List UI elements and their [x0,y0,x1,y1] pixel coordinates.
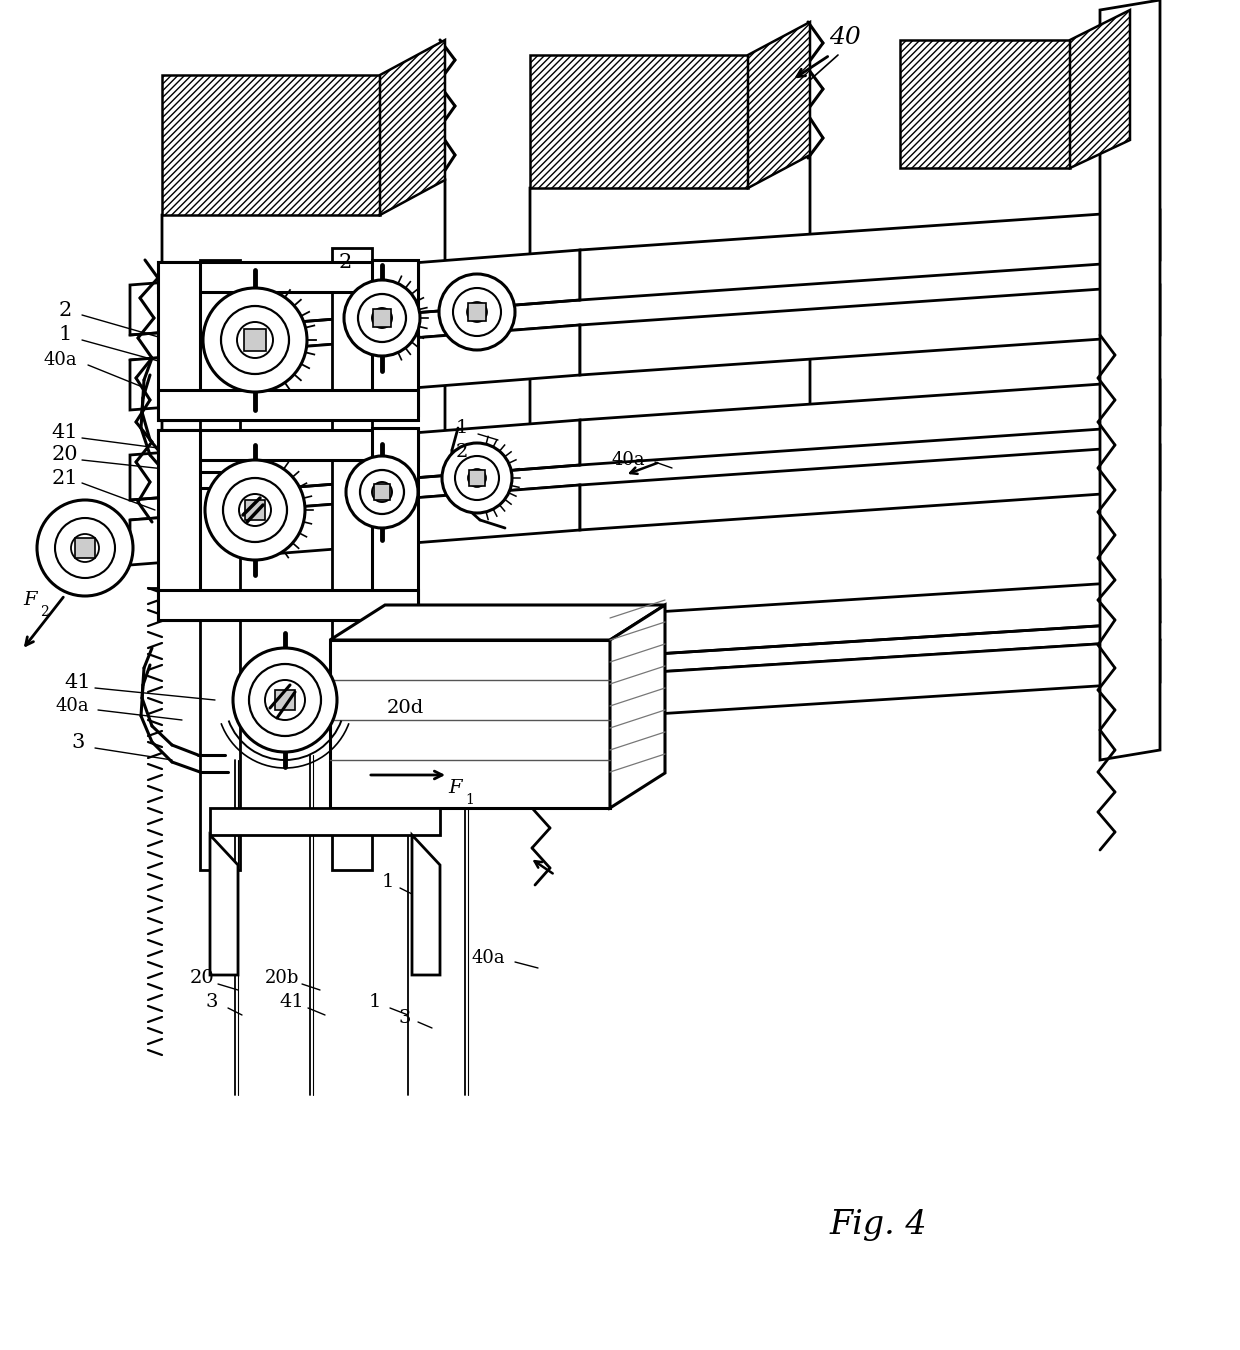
Circle shape [372,482,392,502]
Polygon shape [157,262,418,292]
Circle shape [455,456,498,500]
Text: 3: 3 [399,1008,412,1027]
Circle shape [37,500,133,595]
Polygon shape [130,485,580,566]
Circle shape [71,535,99,562]
Circle shape [203,288,308,392]
Text: 1: 1 [382,873,394,891]
Circle shape [239,494,272,526]
Polygon shape [157,431,200,620]
Circle shape [233,648,337,752]
Text: F: F [24,591,37,609]
Text: 2: 2 [339,252,352,271]
Circle shape [223,478,286,541]
Polygon shape [210,836,238,975]
Text: 40a: 40a [43,351,77,369]
Polygon shape [580,446,1159,531]
Text: 1: 1 [456,418,469,437]
Polygon shape [467,302,486,321]
Polygon shape [157,431,418,460]
Polygon shape [379,40,445,215]
Polygon shape [130,250,580,335]
Polygon shape [330,640,610,809]
Text: 41: 41 [52,423,78,441]
Text: 40a: 40a [56,697,89,716]
Polygon shape [162,350,445,490]
Polygon shape [1100,0,1159,760]
Circle shape [358,294,405,342]
Polygon shape [246,500,265,520]
Polygon shape [244,329,267,351]
Polygon shape [748,22,810,188]
Polygon shape [529,155,810,292]
Text: 20d: 20d [387,699,424,717]
Text: 40a: 40a [471,949,505,967]
Polygon shape [412,836,440,975]
Polygon shape [157,390,418,420]
Text: 21: 21 [52,468,78,487]
Text: 41: 41 [280,994,304,1011]
Polygon shape [74,539,95,558]
Polygon shape [275,690,295,710]
Text: 20: 20 [52,446,78,464]
Text: 1: 1 [58,325,72,344]
Circle shape [439,274,515,350]
Polygon shape [469,470,485,486]
Polygon shape [330,605,665,640]
Polygon shape [157,262,200,420]
Text: 20b: 20b [265,969,299,987]
Polygon shape [162,180,445,320]
Polygon shape [529,640,1159,722]
Polygon shape [372,261,418,414]
Circle shape [265,680,305,720]
Circle shape [372,308,392,328]
Text: 2: 2 [40,605,48,620]
Circle shape [441,443,512,513]
Text: 1: 1 [368,994,381,1011]
Circle shape [343,279,420,356]
Text: 3: 3 [72,733,84,752]
Circle shape [221,306,289,374]
Polygon shape [610,605,665,809]
Circle shape [453,288,501,336]
Polygon shape [373,309,391,327]
Text: 2: 2 [58,301,72,320]
Text: 2: 2 [456,443,469,460]
Polygon shape [157,590,418,620]
Text: 1: 1 [465,792,474,807]
Polygon shape [130,325,580,410]
Circle shape [467,302,487,323]
Circle shape [237,323,273,358]
Text: 20: 20 [190,969,215,987]
Polygon shape [1070,9,1130,167]
Circle shape [346,456,418,528]
Polygon shape [900,40,1070,167]
Circle shape [205,460,305,560]
Text: F: F [448,779,461,796]
Text: 40: 40 [830,27,861,50]
Polygon shape [210,809,440,836]
Polygon shape [374,485,391,500]
Text: 40a: 40a [611,451,645,468]
Polygon shape [130,420,580,500]
Polygon shape [162,76,379,215]
Circle shape [55,518,115,578]
Polygon shape [580,379,1159,464]
Polygon shape [580,211,1159,300]
Text: 41: 41 [64,672,92,691]
Polygon shape [529,55,748,188]
Text: Fig. 4: Fig. 4 [830,1210,926,1241]
Polygon shape [580,285,1159,375]
Polygon shape [200,261,241,869]
Polygon shape [529,580,1159,662]
Circle shape [249,664,321,736]
Circle shape [360,470,404,514]
Polygon shape [332,248,372,869]
Circle shape [467,468,486,487]
Polygon shape [529,319,810,456]
Text: 3: 3 [206,994,218,1011]
Polygon shape [372,428,418,616]
